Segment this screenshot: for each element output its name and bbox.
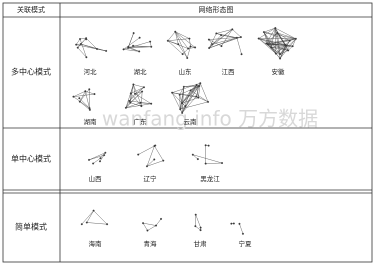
diagram-label: 黑龙江 xyxy=(200,174,220,183)
network-diagram xyxy=(207,28,243,56)
diagram-label: 甘肃 xyxy=(194,239,208,248)
network-diagram xyxy=(257,27,297,60)
watermark: wanfang.info 万方数据 xyxy=(102,107,318,131)
network-diagram xyxy=(142,217,163,232)
diagram-label: 河北 xyxy=(84,68,98,76)
network-diagram xyxy=(75,37,108,59)
header-cell: 关联模式 xyxy=(17,5,45,14)
network-diagram xyxy=(88,151,107,165)
diagram-label: 山东 xyxy=(179,67,193,76)
network-diagram xyxy=(72,88,96,111)
diagram-label: 宁夏 xyxy=(239,239,253,248)
diagram-label: 广东 xyxy=(134,117,148,126)
header-cell: 网络形态图 xyxy=(199,5,234,14)
diagram-label: 云南 xyxy=(184,117,198,126)
diagram-label: 辽宁 xyxy=(144,174,158,183)
diagram-label: 湖北 xyxy=(134,67,148,76)
network-diagram xyxy=(137,144,165,168)
diagram-label: 青海 xyxy=(144,239,158,248)
diagram-label: 安徽 xyxy=(272,67,286,76)
network-diagram xyxy=(122,32,153,53)
diagram-label: 山西 xyxy=(89,174,103,183)
network-diagram xyxy=(171,82,210,114)
network-diagram xyxy=(194,213,202,232)
diagram-label: 湖南 xyxy=(84,117,98,126)
network-diagram xyxy=(191,144,224,165)
diagram-label: 海南 xyxy=(89,239,103,248)
mode-label: 单中心模式 xyxy=(11,154,51,164)
network-diagram xyxy=(124,83,153,109)
diagram-label: 江西 xyxy=(222,68,236,76)
mode-label: 简单模式 xyxy=(15,222,47,232)
network-diagram xyxy=(230,222,244,235)
mode-label: 多中心模式 xyxy=(11,67,51,77)
table-borders xyxy=(2,2,373,263)
network-diagram xyxy=(166,30,197,59)
network-diagram xyxy=(80,209,109,226)
